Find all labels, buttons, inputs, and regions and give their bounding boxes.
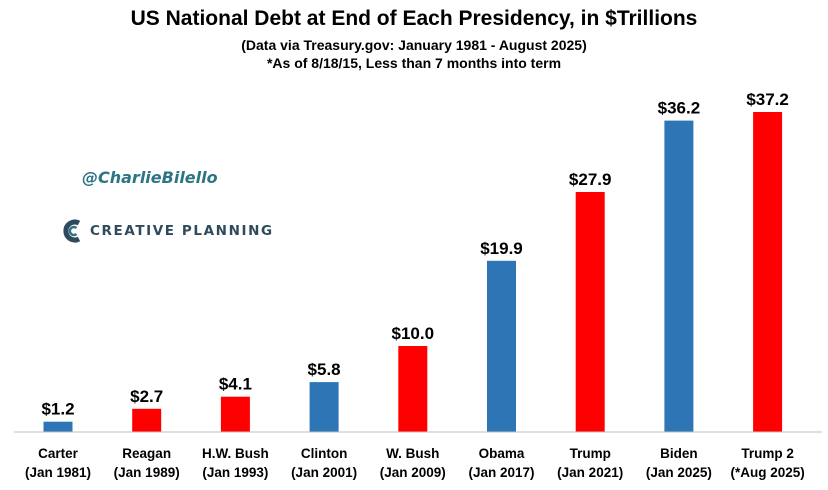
- ticks-layer: Carter (Jan 1981) Reagan (Jan 1989) H.W. Bus…: [25, 446, 805, 480]
- x-tick-label-date: (Jan 2009): [380, 465, 446, 480]
- data-label: $27.9: [569, 170, 612, 189]
- x-tick-label-name: W. Bush: [386, 446, 439, 461]
- bar-carter: [43, 421, 73, 432]
- bar-obama: [487, 260, 516, 432]
- x-tick-label-date: (Jan 2025): [646, 465, 712, 480]
- x-tick-label-name: Clinton: [301, 446, 348, 461]
- x-tick-label-name: Obama: [479, 446, 525, 461]
- chart-note: *As of 8/18/15, Less than 7 months into …: [266, 55, 562, 71]
- bar-trump-2: [753, 112, 783, 432]
- labels-layer: $1.2 $2.7 $4.1 $5.8 $10.0 $19.9 $27.9 $36.2 $37.…: [41, 90, 788, 419]
- x-tick-label-date: (Jan 2021): [557, 465, 623, 480]
- x-tick-label-name: Carter: [38, 446, 79, 461]
- data-label: $4.1: [219, 375, 252, 394]
- data-label: $19.9: [480, 239, 523, 258]
- x-tick-label-date: (Jan 2001): [291, 465, 357, 480]
- x-tick-label-name: Biden: [660, 446, 698, 461]
- author-handle: @CharlieBilello: [82, 168, 218, 187]
- bar-w-bush: [398, 346, 428, 432]
- x-tick-label-date: (Jan 1993): [202, 465, 268, 480]
- x-tick-label-date: (*Aug 2025): [730, 465, 804, 480]
- creative-planning-logo-icon: [63, 219, 81, 243]
- data-label: $5.8: [308, 360, 341, 379]
- x-tick-label-name: Trump: [570, 446, 611, 461]
- brand-name: CREATIVE PLANNING: [90, 223, 274, 239]
- data-label: $37.2: [746, 90, 789, 109]
- x-tick-label-name: Reagan: [122, 446, 171, 461]
- data-label: $36.2: [658, 99, 701, 118]
- bars-layer: [43, 112, 783, 432]
- bar-h-w-bush: [220, 396, 250, 432]
- bar-trump: [575, 192, 605, 432]
- brand-logo: CREATIVE PLANNING: [62, 219, 274, 243]
- bar-biden: [664, 120, 694, 432]
- x-tick-label-name: Trump 2: [741, 446, 794, 461]
- chart-subtitle: (Data via Treasury.gov: January 1981 - A…: [241, 37, 587, 53]
- data-label: $2.7: [130, 387, 163, 406]
- chart-title: US National Debt at End of Each Presiden…: [130, 7, 698, 30]
- bar-reagan: [132, 408, 162, 432]
- x-tick-label-date: (Jan 2017): [468, 465, 534, 480]
- x-tick-label-date: (Jan 1989): [114, 465, 180, 480]
- data-label: $1.2: [41, 400, 74, 419]
- bar-clinton: [309, 382, 339, 432]
- x-tick-label-date: (Jan 1981): [25, 465, 91, 480]
- x-tick-label-name: H.W. Bush: [202, 446, 269, 461]
- data-label: $10.0: [392, 324, 435, 343]
